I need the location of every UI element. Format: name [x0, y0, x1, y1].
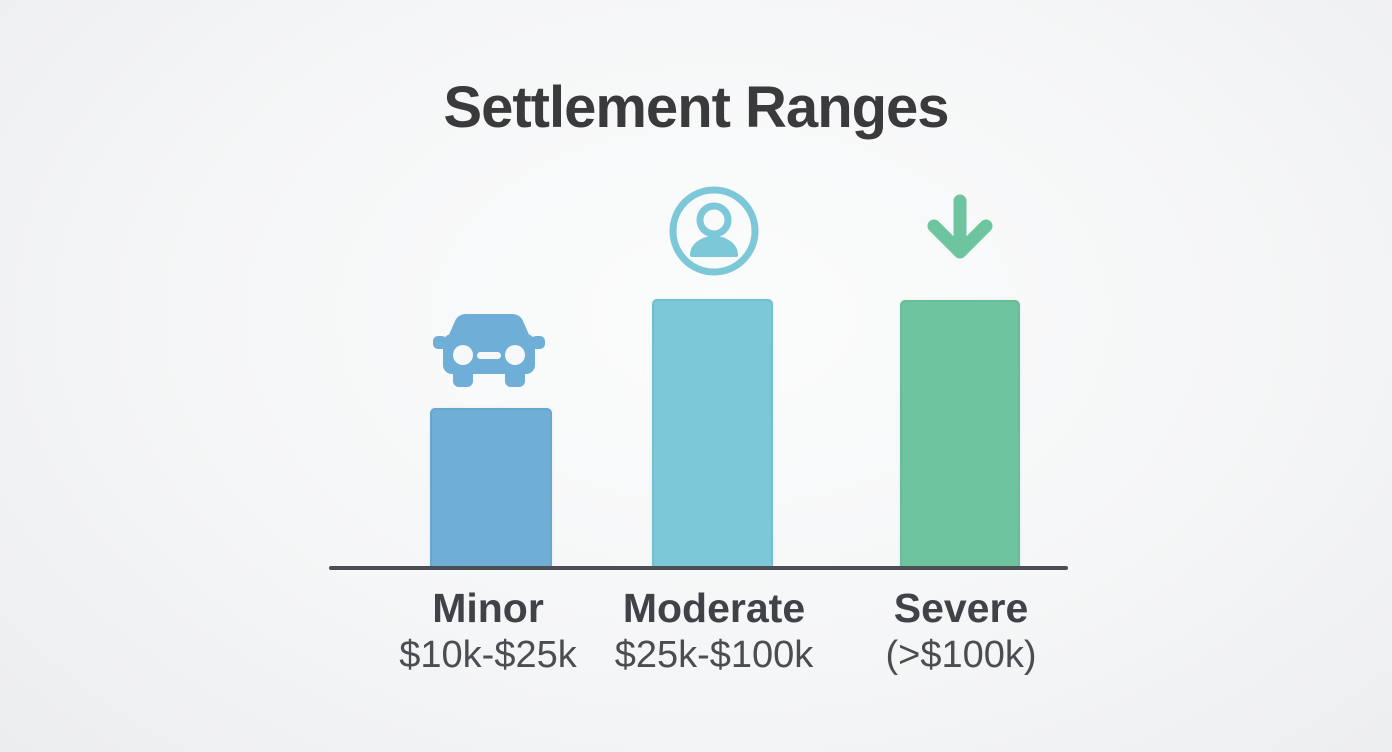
range-label: (>$100k) [885, 634, 1037, 676]
bar-minor [430, 408, 552, 568]
category-label: Moderate [622, 585, 806, 631]
down-arrow-icon [927, 194, 993, 259]
category-label: Minor [432, 585, 544, 631]
bar-severe [900, 300, 1020, 568]
x-axis-line [329, 566, 1068, 570]
range-label: $10k-$25k [399, 634, 577, 676]
label-group-minor: Minor $10k-$25k [338, 585, 638, 678]
bar-moderate [652, 299, 773, 568]
range-label: $25k-$100k [614, 634, 814, 676]
chart-title: Settlement Ranges [443, 75, 949, 140]
label-group-severe: Severe (>$100k) [811, 585, 1111, 678]
car-icon [433, 314, 545, 387]
label-group-moderate: Moderate $25k-$100k [564, 585, 864, 678]
person-in-circle-icon [669, 186, 759, 276]
category-label: Severe [893, 585, 1029, 631]
